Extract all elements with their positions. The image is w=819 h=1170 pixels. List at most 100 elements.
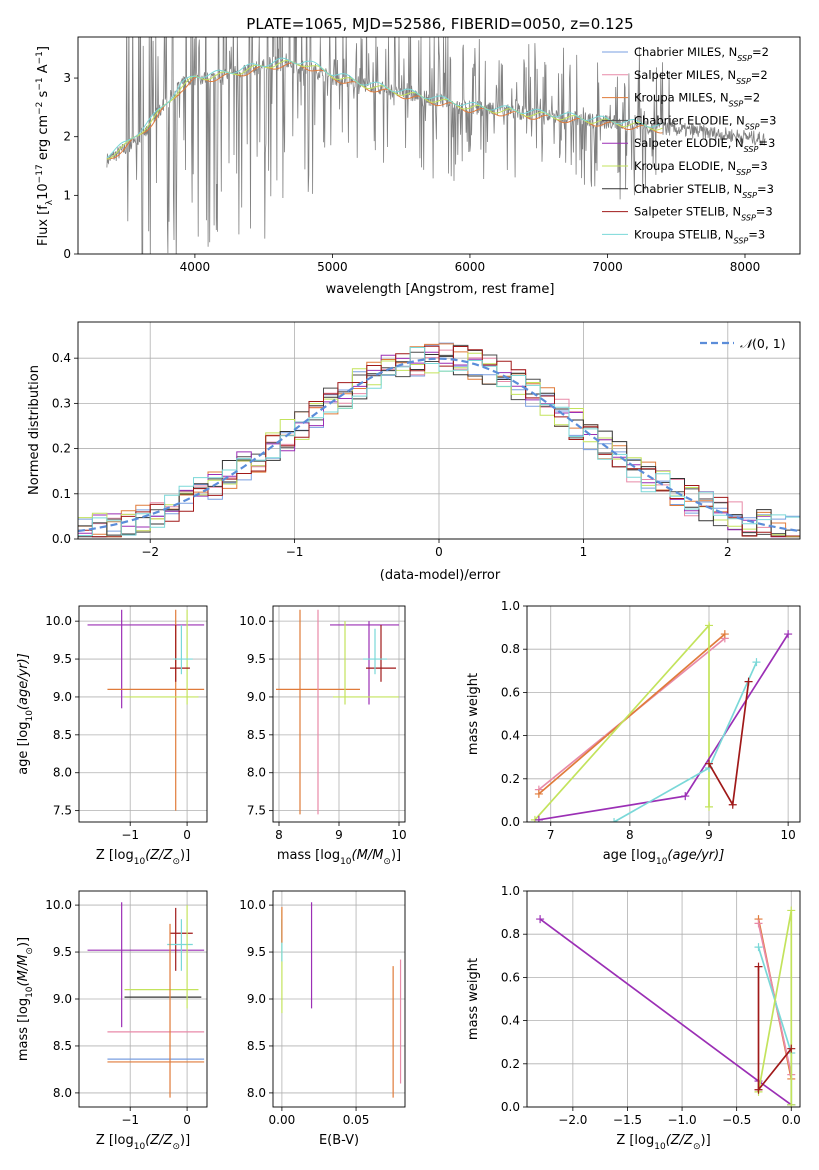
errorbar-point (170, 624, 190, 682)
series-line-kroupa-elodie (534, 623, 710, 821)
x-axis-label-part: ⊙ (383, 857, 391, 867)
y-tick-label: 10.0 (239, 614, 266, 628)
legend-sub: SSP (736, 76, 751, 85)
series-marker (787, 1044, 796, 1053)
y-tick-label: 9.5 (53, 652, 72, 666)
axes-frame (78, 890, 208, 1108)
series-line-kroupa-miles (538, 633, 726, 795)
data-spectrum-line (106, 37, 766, 254)
y-tick-label: 8.5 (247, 728, 266, 742)
axes-frame (526, 605, 801, 823)
x-tick-label: 8 (275, 828, 283, 842)
series-marker (787, 1100, 796, 1107)
y-tick-label: 10.0 (45, 614, 72, 628)
y-tick-label: 9.5 (247, 652, 266, 666)
plot-area (276, 609, 399, 815)
y-axis-label: mass weight (466, 673, 481, 755)
x-axis-label-part: )] (180, 848, 190, 863)
legend-name: Kroupa ELODIE, N (634, 159, 736, 173)
x-tick-label: 10 (391, 828, 406, 842)
y-tick-label: 0.4 (501, 1014, 520, 1028)
x-axis-label-part: (Z/Z (666, 1133, 694, 1148)
x-tick-label: 6000 (455, 260, 486, 274)
x-axis-label-part: 10 (134, 1142, 146, 1152)
x-axis-label-part: 10 (340, 857, 352, 867)
series-marker (536, 915, 545, 924)
y-axis-label: mass weight (466, 958, 481, 1040)
chart-residuals: −2 −1 0 1 2 0.0 0.1 0.2 0.3 0.4 𝒩(0, 1) (data-model… (27, 321, 801, 583)
chart-title: PLATE=1065, MJD=52586, FIBERID=0050, z=0… (246, 15, 633, 33)
legend-entry: Kroupa STELIB, NSSP=3 (634, 227, 765, 245)
x-axis-label: age [log10(age/yr)] (603, 848, 725, 867)
y-axis-label-part: mass [log (16, 998, 31, 1061)
errorbar-point (167, 919, 193, 971)
y-axis-label: age [log10(age/yr)] (16, 653, 35, 775)
x-axis-label-part: age [log (603, 848, 656, 863)
y-tick-label: 1 (63, 188, 71, 202)
y-axis-label-part: (M/M (16, 955, 31, 987)
x-tick-label: −1.0 (667, 1113, 696, 1127)
y-tick-label: 9.0 (53, 690, 72, 704)
chart-age-vs-Z: −1 07.58.08.59.09.510.0Z [log10(Z/Z⊙)]age… (16, 605, 208, 867)
y-tick-label: 0.3 (52, 396, 71, 410)
x-axis-label-part: ⊙ (172, 857, 180, 867)
y-axis-label: Normed distribution (27, 365, 42, 495)
legend-suffix: =2 (743, 91, 760, 105)
x-axis-label-part: Z [log (96, 848, 134, 863)
y-tick-label: 7.5 (247, 804, 266, 818)
errorbar-point (333, 621, 399, 705)
legend-suffix: =3 (757, 182, 774, 196)
x-axis-label: mass [log10(M/M⊙)] (277, 848, 401, 867)
legend-name: Kroupa MILES, N (634, 91, 729, 105)
series-line-salpeter-stelib (757, 966, 792, 1093)
x-tick-label: 7 (547, 828, 555, 842)
errorbar-point (172, 624, 193, 675)
x-tick-label: 0 (183, 1113, 191, 1127)
y-tick-label: 0.2 (52, 442, 71, 456)
series-marker (610, 818, 619, 822)
y-axis-label-part: ⊙ (25, 947, 35, 955)
legend-sub: SSP (745, 122, 760, 131)
legend-name: Kroupa STELIB, N (634, 227, 734, 241)
x-tick-label: −1 (121, 828, 139, 842)
x-axis-label: Z [log10(Z/Z⊙)] (96, 1133, 190, 1152)
y-axis-label-part: −17 (35, 164, 45, 183)
x-tick-label: −1 (121, 1113, 139, 1127)
x-axis-label: wavelength [Angstrom, rest frame] (326, 282, 555, 297)
legend-sub: SSP (741, 213, 756, 222)
y-tick-label: 1.0 (501, 884, 520, 898)
y-tick-label: 2 (63, 130, 71, 144)
legend-suffix: =3 (748, 227, 765, 241)
plot-area (106, 37, 766, 254)
y-tick-label: 0.4 (501, 729, 520, 743)
x-axis-label-part: Z [log (616, 1133, 654, 1148)
errorbar-point (124, 609, 199, 705)
chart-spectrum: 4000 5000 6000 7000 8000 0 1 2 3 PLATE=1065, MJD=… (35, 15, 801, 297)
x-axis-label-part: )] (701, 1133, 711, 1148)
legend-name: Chabrier MILES, N (634, 45, 737, 59)
x-axis-label-part: (M/M (352, 848, 384, 863)
x-tick-label: −1.5 (613, 1113, 642, 1127)
legend-sub: SSP (737, 54, 752, 63)
legend-name: Chabrier STELIB, N (634, 182, 742, 196)
x-axis-label: E(B-V) (319, 1133, 359, 1148)
y-axis-label-part: 10 (25, 986, 35, 998)
series-marker (784, 630, 793, 639)
legend-entry: Chabrier ELODIE, NSSP=3 (634, 113, 776, 130)
legend-suffix: =3 (756, 205, 773, 219)
series-marker (752, 658, 761, 667)
x-axis-label: Z [log10(Z/Z⊙)] (96, 848, 190, 867)
y-tick-label: 8.5 (53, 1039, 72, 1053)
legend-entry: 𝒩(0, 1) (740, 336, 786, 351)
y-axis-label-part: )] (16, 937, 31, 947)
x-axis-label-part: )] (391, 848, 401, 863)
histogram-kroupa-stelib (78, 347, 800, 536)
y-tick-label: 9.0 (247, 992, 266, 1006)
y-tick-label: 8.5 (53, 728, 72, 742)
y-axis-label-part: ] (36, 46, 51, 51)
y-tick-label: 0.4 (52, 351, 71, 365)
plot-area (87, 902, 205, 1098)
